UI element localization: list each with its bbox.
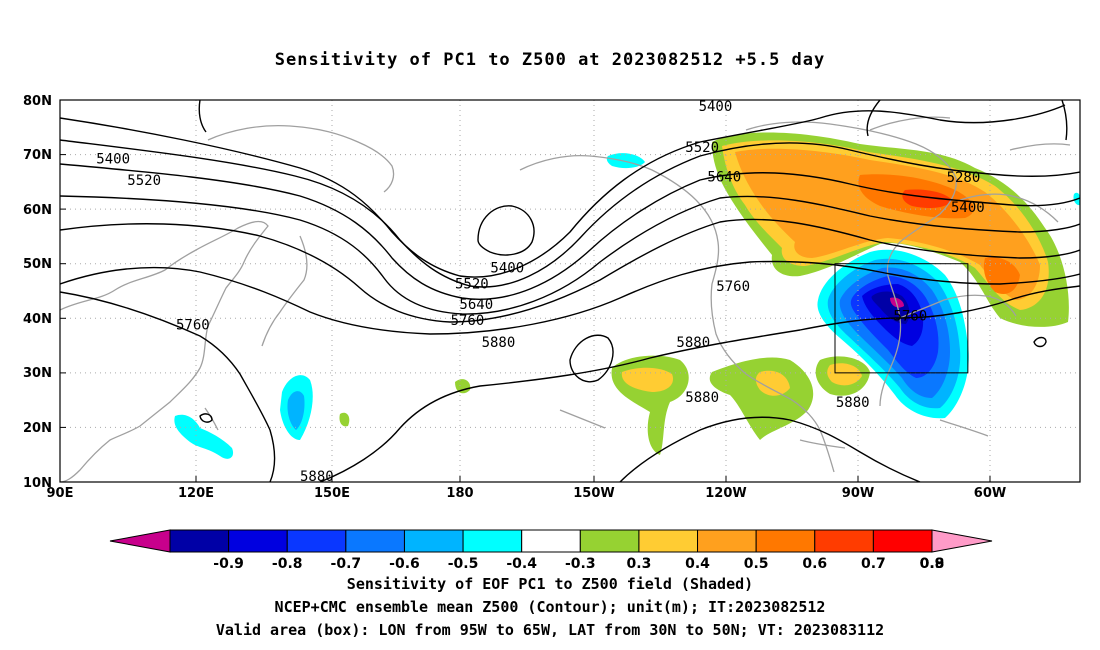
colorbar-label: -0.6 <box>389 556 420 572</box>
lon-label-90w: 90W <box>842 486 874 501</box>
map-frame <box>59 99 1081 483</box>
colorbar-swatch <box>403 529 464 553</box>
shade-positive-sub2b <box>755 370 790 396</box>
colorbar-label: -0.7 <box>331 556 362 572</box>
colorbar-label: -0.9 <box>213 556 244 572</box>
lat-label-20n: 20N <box>23 421 52 436</box>
colorbar-high-arrow <box>931 529 993 553</box>
shade-positive-0.6b <box>983 257 1020 295</box>
contour-label: 5640 <box>459 297 493 313</box>
lat-label-60n: 60N <box>23 203 52 218</box>
colorbar-label: -0.3 <box>565 556 596 572</box>
lat-label-10n: 10N <box>23 476 52 491</box>
lon-label-150w: 150W <box>573 486 614 501</box>
contour-label: 5400 <box>951 200 985 216</box>
contour-label: 5640 <box>707 169 741 185</box>
colorbar-label: 0.7 <box>861 556 886 572</box>
z500-contours <box>60 100 1080 482</box>
colorbar-swatch <box>697 529 757 553</box>
lon-label-90e: 90E <box>47 486 74 501</box>
colorbar-label: -0.5 <box>448 556 479 572</box>
colorbar-swatch <box>462 529 523 553</box>
latitude-labels: 80N 70N 60N 50N 40N 30N 20N 10N <box>23 94 52 491</box>
shade-negative-pacific-b <box>287 391 305 430</box>
longitude-labels: 90E 120E 150E 180 150W 120W 90W 60W <box>47 486 1007 501</box>
caption-shaded: Sensitivity of EOF PC1 to Z500 field (Sh… <box>346 575 754 593</box>
contour-label: 5520 <box>127 173 161 189</box>
shade-positive-0.7 <box>902 189 952 208</box>
colorbar-swatch <box>872 529 933 553</box>
contour-label: 5880 <box>676 335 710 351</box>
shade-positive-sub1b <box>621 367 674 392</box>
lon-label-180: 180 <box>446 486 473 501</box>
lat-label-70n: 70N <box>23 148 52 163</box>
lat-label-40n: 40N <box>23 312 52 327</box>
contour-label: 5880 <box>836 395 870 411</box>
colorbar-swatch <box>755 529 816 553</box>
contour-label: 5760 <box>176 317 210 333</box>
shade-positive-sub3b <box>827 363 862 386</box>
colorbar-label: 0.3 <box>627 556 652 572</box>
lat-label-80n: 80N <box>23 94 52 109</box>
lat-label-30n: 30N <box>23 366 52 381</box>
contour-label: 5760 <box>716 279 750 295</box>
lon-label-120w: 120W <box>705 486 746 501</box>
lat-label-50n: 50N <box>23 257 52 272</box>
contour-label: 5400 <box>96 151 130 167</box>
colorbar-swatch <box>345 529 405 553</box>
shade-positive-dot2 <box>339 412 350 427</box>
colorbar-label: 0.5 <box>744 556 769 572</box>
shade-positive-0.5 <box>735 148 1040 300</box>
colorbar-label: 0.8 <box>920 556 945 572</box>
colorbar-swatch <box>286 529 347 553</box>
lon-label-120e: 120E <box>178 486 214 501</box>
map-title: Sensitivity of PC1 to Z500 at 2023082512… <box>274 50 826 70</box>
contour-label: 5760 <box>893 309 927 325</box>
colorbar-label: -0.4 <box>506 556 537 572</box>
colorbar-swatch <box>521 529 581 553</box>
contour-label: 5280 <box>947 170 981 186</box>
colorbar: -0.9 -0.8 -0.7 -0.6 -0.5 -0.4 -0.3 0.3 0.4 0.5 0.6… <box>109 529 993 572</box>
colorbar-swatch <box>638 529 699 553</box>
caption-contour: NCEP+CMC ensemble mean Z500 (Contour); u… <box>274 598 826 616</box>
colorbar-label: 0.4 <box>685 556 710 572</box>
colorbar-swatch <box>814 529 874 553</box>
colorbar-swatch <box>228 529 288 553</box>
lon-label-60w: 60W <box>974 486 1006 501</box>
colorbar-swatch <box>169 529 230 553</box>
lon-label-150e: 150E <box>314 486 350 501</box>
coastlines <box>60 116 1071 482</box>
contour-label: 5880 <box>685 390 719 406</box>
valid-area-box <box>834 263 969 374</box>
shade-positive-dot1 <box>455 379 471 394</box>
shade-negative-pacific-c <box>174 414 234 459</box>
contour-label: 5400 <box>490 261 524 277</box>
axis-ticks <box>60 99 991 482</box>
colorbar-label: -0.8 <box>272 556 303 572</box>
colorbar-label: 0.6 <box>802 556 827 572</box>
contour-label: 5520 <box>685 140 719 156</box>
contour-label: 5880 <box>300 469 334 485</box>
colorbar-swatch <box>579 529 640 553</box>
contour-label: 5880 <box>482 335 516 351</box>
colorbar-low-arrow <box>109 529 171 553</box>
contour-label: 5400 <box>699 99 733 115</box>
contour-label: 5520 <box>455 276 489 292</box>
colorbar-label: 0.9 <box>920 556 945 572</box>
grid-lines <box>60 100 1080 482</box>
contour-label: 5760 <box>451 313 485 329</box>
caption-valid-area: Valid area (box): LON from 95W to 65W, L… <box>215 621 885 639</box>
